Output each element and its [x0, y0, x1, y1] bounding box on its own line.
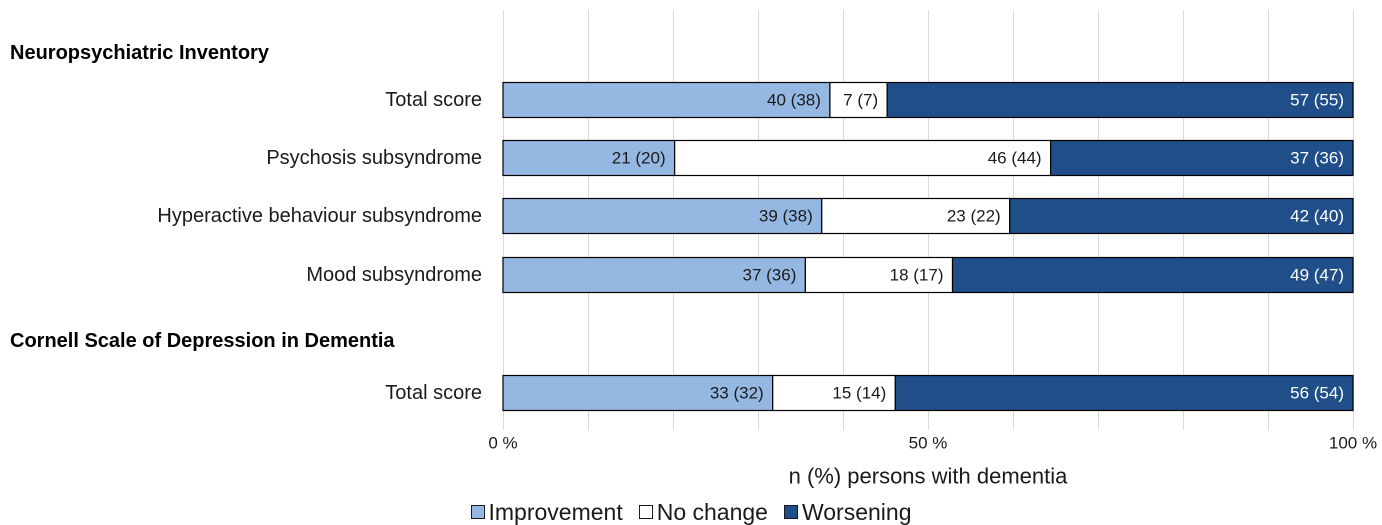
bar-no-change — [821, 197, 1011, 235]
data-label: 18 (17) — [890, 266, 944, 285]
category-label: Mood subsyndrome — [306, 264, 482, 286]
legend-label: Worsening — [801, 499, 912, 525]
legend-item: No change — [638, 499, 768, 525]
bar-no-change — [829, 81, 888, 119]
bar-worsening — [886, 81, 1354, 119]
data-label: 37 (36) — [1290, 149, 1344, 168]
legend-swatch — [783, 505, 798, 519]
x-tick-label: 100 % — [1329, 434, 1377, 453]
bar-worsening — [1009, 197, 1354, 235]
category-label: Hyperactive behaviour subsyndrome — [157, 205, 482, 227]
bar-no-change — [804, 256, 954, 294]
data-label: 42 (40) — [1290, 207, 1344, 226]
bar-no-change — [772, 374, 896, 412]
category-label: Total score — [385, 382, 482, 404]
legend-label: No change — [656, 499, 768, 525]
x-axis-title: n (%) persons with dementia — [789, 464, 1069, 489]
data-label: 49 (47) — [1290, 266, 1344, 285]
legend-label: Improvement — [488, 499, 623, 525]
data-label: 7 (7) — [843, 91, 878, 110]
data-label: 33 (32) — [710, 384, 764, 403]
data-label: 56 (54) — [1290, 384, 1344, 403]
data-label: 40 (38) — [767, 91, 821, 110]
data-label: 57 (55) — [1290, 91, 1344, 110]
legend-item: Worsening — [783, 499, 912, 525]
legend: Improvement No change Worsening — [0, 500, 1382, 525]
data-label: 15 (14) — [832, 384, 886, 403]
x-tick-label: 50 % — [909, 434, 948, 453]
data-label: 37 (36) — [743, 266, 797, 285]
bar-improvement — [502, 374, 774, 412]
group-heading: Cornell Scale of Depression in Dementia — [10, 330, 395, 352]
bar-worsening — [951, 256, 1354, 294]
legend-swatch — [470, 505, 485, 519]
bar-improvement — [502, 81, 831, 119]
chart-plot: Neuropsychiatric Inventory Total score 40 … — [10, 10, 1377, 489]
legend-swatch — [638, 505, 653, 519]
data-label: 23 (22) — [947, 207, 1001, 226]
category-label: Psychosis subsyndrome — [266, 147, 482, 169]
category-label: Total score — [385, 89, 482, 111]
legend-item: Improvement — [470, 499, 623, 525]
bar-worsening — [894, 374, 1354, 412]
group-heading: Neuropsychiatric Inventory — [10, 42, 270, 64]
bar-improvement — [502, 197, 823, 235]
data-label: 39 (38) — [759, 207, 813, 226]
data-label: 46 (44) — [988, 149, 1042, 168]
bar-worsening — [1049, 139, 1354, 177]
x-tick-label: 0 % — [488, 434, 517, 453]
bar-no-change — [674, 139, 1052, 177]
bar-improvement — [502, 256, 807, 294]
data-label: 21 (20) — [612, 149, 666, 168]
